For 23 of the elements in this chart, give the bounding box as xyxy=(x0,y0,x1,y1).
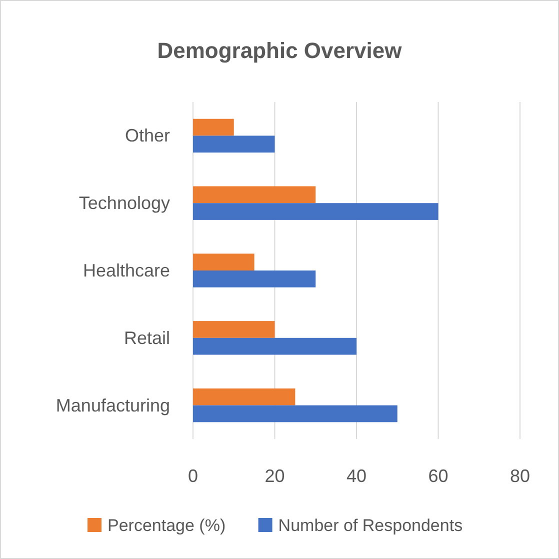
x-tick-label: 0 xyxy=(188,466,198,486)
x-tick-label: 80 xyxy=(510,466,530,486)
x-tick-label: 40 xyxy=(346,466,367,486)
bar xyxy=(193,254,254,270)
bar xyxy=(193,321,275,338)
bar xyxy=(193,203,438,220)
chart-title: Demographic Overview xyxy=(157,38,403,63)
y-tick-label: Retail xyxy=(124,328,170,348)
legend-label: Percentage (%) xyxy=(108,516,226,535)
bar xyxy=(193,186,316,204)
y-tick-label: Technology xyxy=(78,193,170,214)
bar xyxy=(193,270,316,288)
x-tick-label: 20 xyxy=(264,466,285,486)
bar xyxy=(193,405,398,422)
legend-label: Number of Respondents xyxy=(278,516,463,535)
y-tick-label: Manufacturing xyxy=(56,395,170,416)
y-tick-label: Other xyxy=(124,126,170,146)
bar xyxy=(193,338,356,355)
x-tick-label: 60 xyxy=(428,466,448,486)
y-tick-label: Healthcare xyxy=(82,260,170,280)
bar xyxy=(193,118,234,136)
bar xyxy=(193,388,296,406)
bar xyxy=(193,136,275,153)
